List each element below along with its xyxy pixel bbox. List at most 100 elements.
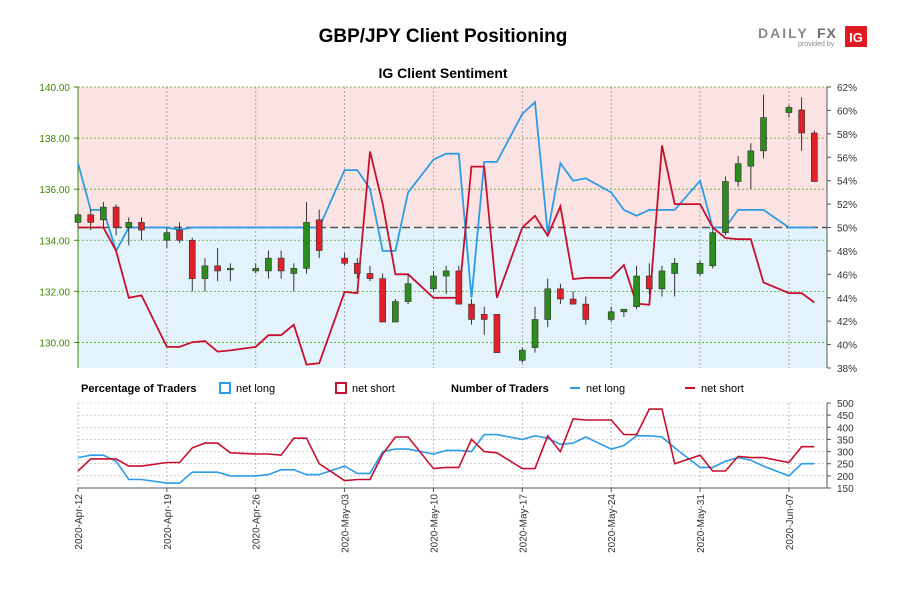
y-tick-label-right: 500 (837, 399, 854, 410)
y-tick-label-right: 44% (837, 294, 857, 305)
legend-pct-long-label: net long (236, 383, 275, 395)
candle-body (442, 270, 450, 277)
logo-word-left: DAILY (758, 25, 809, 41)
candle-body (252, 268, 260, 272)
y-tick-label-right: 400 (837, 423, 854, 434)
y-tick-label-right: 42% (837, 317, 857, 328)
y-tick-label-left: 132.00 (39, 287, 70, 298)
y-tick-label-right: 350 (837, 435, 854, 446)
logo-tagline: provided by (798, 41, 835, 48)
y-tick-label-left: 134.00 (39, 236, 70, 247)
x-tick-label: 2020-May-31 (696, 494, 707, 553)
candle-body (74, 214, 82, 223)
y-tick-label-right: 200 (837, 472, 854, 483)
x-tick-label: 2020-May-24 (607, 494, 618, 553)
y-tick-label-left: 136.00 (39, 185, 70, 196)
y-tick-label-left: 140.00 (39, 83, 70, 94)
candle-body (138, 222, 145, 231)
candle-body (569, 298, 577, 305)
candle-body (811, 132, 818, 182)
candle-body (607, 311, 615, 320)
y-tick-label-right: 40% (837, 341, 857, 352)
x-tick-label: 2020-May-10 (429, 494, 440, 553)
net-long-pct-line (77, 100, 815, 298)
candle-body (658, 270, 666, 290)
x-tick-label: 2020-Jun-07 (785, 494, 796, 551)
legend-pct-title: Percentage of Traders (81, 383, 197, 395)
y-tick-label-right: 46% (837, 270, 857, 281)
candle-body (303, 222, 310, 269)
y-tick-label-right: 56% (837, 153, 857, 164)
candle-body (734, 163, 742, 182)
candle-body (480, 314, 488, 320)
candle-body (188, 239, 196, 279)
candle-body (544, 288, 552, 320)
candle-body (468, 303, 475, 320)
net-short-zone (78, 87, 827, 228)
y-tick-label-right: 450 (837, 411, 854, 422)
candle-body (227, 268, 234, 271)
x-tick-label: 2020-Apr-12 (74, 494, 85, 550)
y-tick-label-right: 300 (837, 448, 854, 459)
candle-body (392, 301, 399, 323)
y-tick-label-right: 52% (837, 200, 857, 211)
candle-body (760, 117, 767, 152)
candle-body (747, 150, 755, 167)
ig-badge (845, 26, 867, 47)
candle-body (100, 206, 107, 221)
ig-badge-text: IG (849, 30, 863, 45)
price-sentiment-panel: 130.00 132.00 134.00 136.00 138.00 140.00 38% 4… (39, 83, 857, 375)
candle-body (277, 257, 285, 272)
net-long-count-line (77, 433, 815, 484)
candle-body (645, 275, 653, 290)
x-tick-label: 2020-May-17 (518, 494, 529, 553)
candle-body (112, 206, 120, 228)
legend-pct-long-swatch (219, 382, 231, 394)
candle-body (430, 275, 437, 290)
candle-body (493, 314, 501, 353)
candle-body (531, 319, 539, 348)
y-tick-label-right: 60% (837, 106, 857, 117)
candle-body (315, 219, 323, 251)
chart-subtitle: IG Client Sentiment (378, 65, 507, 81)
legend-num-title: Number of Traders (451, 383, 549, 395)
candle-body (265, 257, 272, 272)
y-tick-label-right: 48% (837, 247, 857, 258)
candle-body (404, 283, 412, 302)
y-tick-label-right: 150 (837, 484, 854, 495)
legend-pct-short-swatch (335, 382, 347, 394)
candle-body (557, 288, 564, 300)
dailyfx-logo: DAILY FX provided by IG (758, 25, 867, 48)
legend-num-short-label: net short (701, 383, 744, 395)
candle-body (214, 265, 221, 272)
candle-body (582, 303, 590, 320)
logo-word-right: FX (817, 25, 837, 41)
y-tick-label-right: 54% (837, 177, 857, 188)
candle-body (671, 262, 678, 274)
x-tick-label: 2020-Apr-19 (163, 494, 174, 550)
y-tick-label-left: 130.00 (39, 338, 70, 349)
y-tick-label-right: 250 (837, 460, 854, 471)
x-tick-label: 2020-May-03 (341, 494, 352, 553)
candle-body (163, 232, 171, 241)
candle-body (379, 278, 386, 323)
candle-body (696, 262, 704, 274)
candle-body (290, 268, 298, 274)
candle-body (176, 229, 183, 241)
candle-body (87, 214, 94, 223)
legend-pct-short-label: net short (352, 383, 395, 395)
net-short-pct-line (78, 145, 815, 366)
x-tick-label: 2020-Apr-26 (252, 494, 263, 550)
candle-body (709, 232, 717, 267)
y-tick-label-right: 62% (837, 83, 857, 94)
candle-body (201, 265, 209, 279)
y-tick-label-right: 38% (837, 364, 857, 375)
chart-title: GBP/JPY Client Positioning (319, 26, 568, 47)
y-tick-label-right: 58% (837, 130, 857, 141)
candle-body (798, 109, 805, 134)
candle-body (633, 275, 640, 307)
candle-body (125, 222, 133, 228)
candle-body (722, 181, 729, 233)
